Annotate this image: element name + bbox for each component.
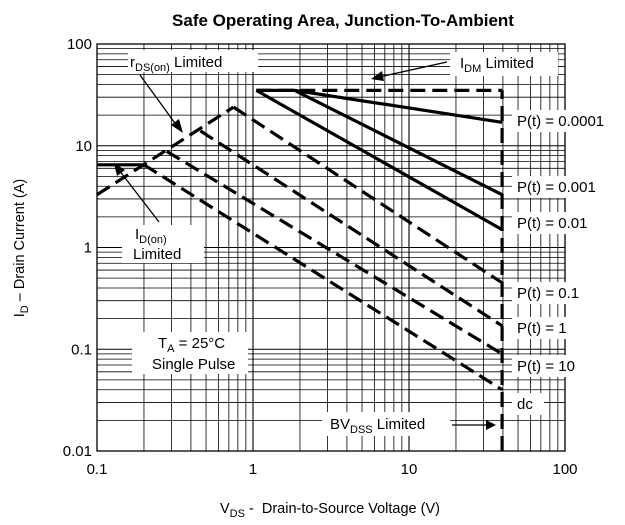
series-label-p0001: P(t) = 0.0001: [517, 113, 604, 130]
idm-limited-label: IDM Limited: [460, 55, 534, 75]
series-line-p-t-0-01: [255, 89, 503, 231]
bv-arrowhead: [486, 420, 496, 430]
y-tick-label: 0.01: [63, 443, 92, 460]
plot-frame: [96, 43, 566, 452]
x-tick-label: 0.1: [87, 461, 108, 478]
y-tick-label: 100: [67, 36, 92, 53]
x-tick-label: 10: [401, 461, 418, 478]
y-tick-label: 1: [84, 240, 92, 257]
series-label-p10: P(t) = 10: [517, 358, 575, 375]
series-line-p-t-1: [199, 129, 503, 328]
label-backgrounds: [122, 50, 622, 436]
series-label-p01: P(t) = 0.01: [517, 215, 587, 232]
idm-arrowhead: [371, 71, 384, 81]
y-tick-label: 0.1: [71, 341, 92, 358]
series-label-p1s: P(t) = 1: [517, 320, 567, 337]
series-line-p-t-0-001: [293, 88, 503, 197]
id-on-limited-label: Limited: [133, 246, 181, 263]
x-axis-label: VDS - Drain-to-Source Voltage (V): [220, 501, 440, 520]
y-tick-label: 10: [75, 138, 92, 155]
rds-on-limited-label: rDS(on) Limited: [130, 54, 222, 74]
series-line-p-t-0-1: [232, 105, 503, 285]
bvdss-limited-label: BVDSS Limited: [330, 416, 425, 436]
single-pulse-label: Single Pulse: [152, 356, 235, 373]
ta-label: TA = 25°C: [158, 335, 225, 355]
x-tick-label: 1: [249, 461, 257, 478]
series-label-p1: P(t) = 0.1: [517, 285, 579, 302]
series-label-dc: dc: [517, 396, 533, 413]
series-line-r-ds-on-: [96, 105, 235, 197]
series-line-p-t-0-0001: [256, 88, 503, 124]
rds-arrowhead: [171, 119, 183, 133]
idon-arrowhead: [114, 163, 125, 176]
chart-title: Safe Operating Area, Junction-To-Ambient: [172, 11, 514, 30]
annotation-arrows: [114, 61, 496, 430]
series-label-p001: P(t) = 0.001: [517, 179, 596, 196]
series-line-p-t-10: [165, 150, 503, 356]
x-tick-label: 100: [552, 461, 577, 478]
soa-curves: [96, 88, 504, 451]
y-axis-label: ID – Drain Current (A): [12, 179, 31, 318]
id-on-label: ID(on): [135, 226, 167, 246]
annotations: rDS(on) Limited IDM Limited ID(on) Limit…: [130, 54, 604, 436]
series-line-dc: [143, 163, 503, 392]
